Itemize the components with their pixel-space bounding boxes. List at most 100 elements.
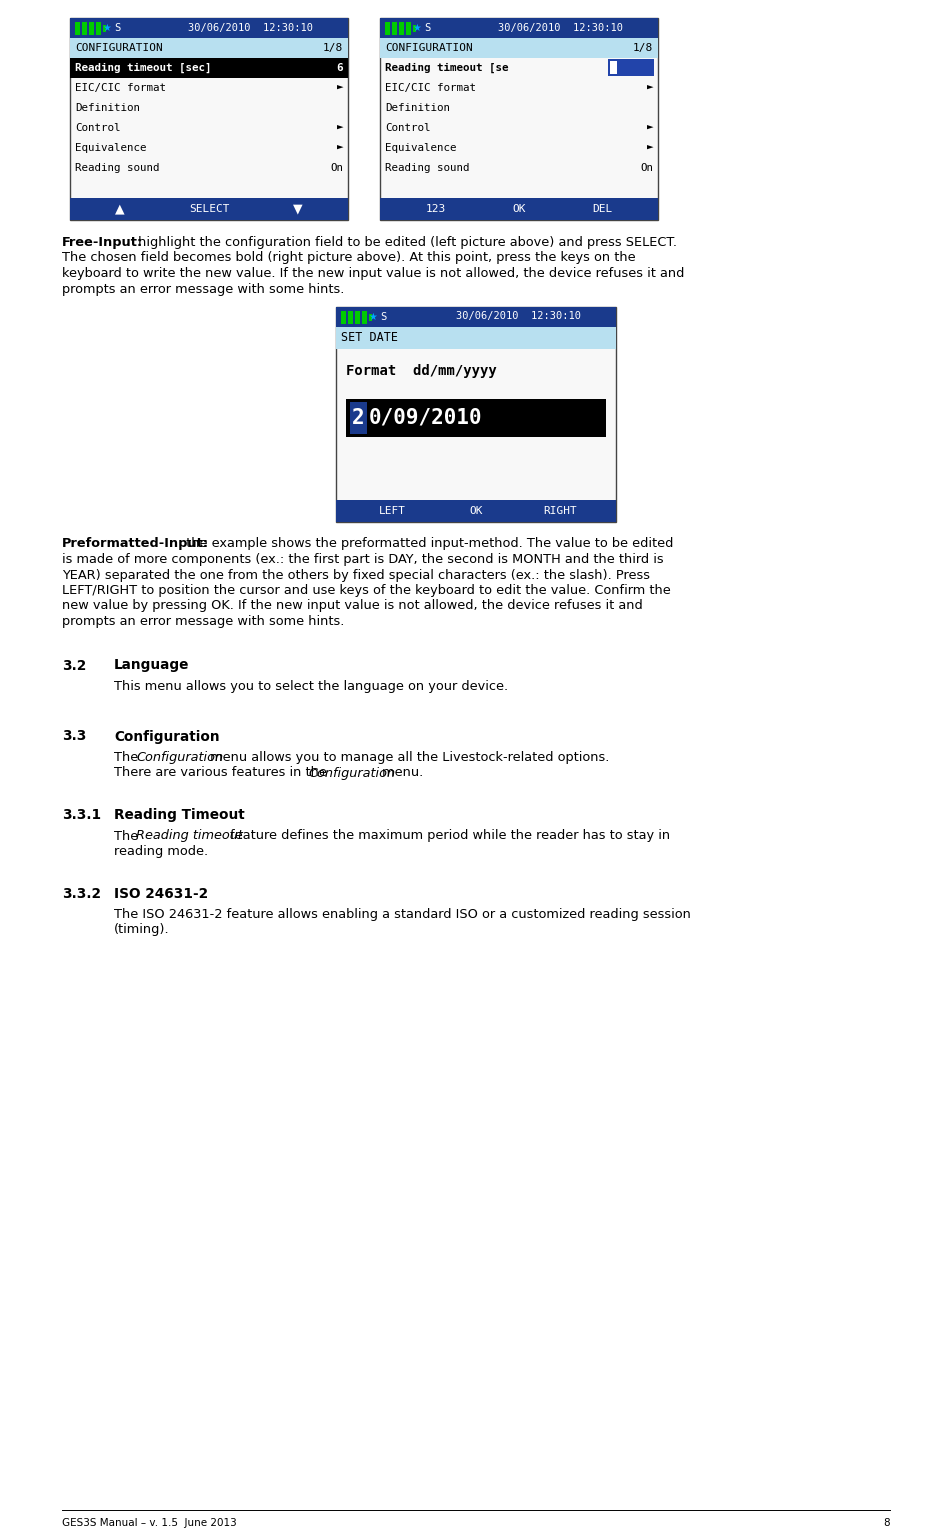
Bar <box>348 310 353 324</box>
Text: ▼: ▼ <box>293 202 303 216</box>
Bar <box>70 58 348 78</box>
Text: Control: Control <box>75 122 121 133</box>
Text: DEL: DEL <box>592 203 612 214</box>
Text: Reading Timeout: Reading Timeout <box>114 807 245 823</box>
Text: Equivalence: Equivalence <box>385 144 457 153</box>
Bar <box>385 21 390 35</box>
Text: 3.3.1: 3.3.1 <box>62 807 101 823</box>
Text: OK: OK <box>512 203 526 214</box>
Text: ★: ★ <box>103 23 111 34</box>
Text: 30/06/2010  12:30:10: 30/06/2010 12:30:10 <box>188 23 313 34</box>
Text: The ISO 24631-2 feature allows enabling a standard ISO or a customized reading s: The ISO 24631-2 feature allows enabling … <box>114 908 691 920</box>
Text: keyboard to write the new value. If the new input value is not allowed, the devi: keyboard to write the new value. If the … <box>62 268 684 280</box>
Text: EIC/CIC format: EIC/CIC format <box>75 83 166 93</box>
Text: prompts an error message with some hints.: prompts an error message with some hints… <box>62 615 345 628</box>
Bar <box>96 21 101 35</box>
Text: The: The <box>114 751 143 764</box>
Text: reading mode.: reading mode. <box>114 846 208 858</box>
Text: CONFIGURATION: CONFIGURATION <box>75 43 163 54</box>
Bar <box>341 310 346 324</box>
Bar <box>355 310 360 324</box>
Text: 2: 2 <box>352 408 365 428</box>
Bar <box>369 313 372 321</box>
Text: There are various features in the: There are various features in the <box>114 766 331 780</box>
Bar <box>75 21 80 35</box>
Bar <box>336 327 616 349</box>
Text: ★: ★ <box>368 312 377 321</box>
Text: On: On <box>640 164 653 173</box>
Bar <box>336 306 616 327</box>
Bar <box>610 61 617 73</box>
Bar <box>608 60 654 76</box>
Text: 123: 123 <box>426 203 446 214</box>
Text: YEAR) separated the one from the others by fixed special characters (ex.: the sl: YEAR) separated the one from the others … <box>62 569 650 581</box>
Text: is made of more components (ex.: the first part is DAY, the second is MONTH and : is made of more components (ex.: the fir… <box>62 553 664 566</box>
Text: Reading timeout [se: Reading timeout [se <box>385 63 508 73</box>
Text: Reading timeout [sec]: Reading timeout [sec] <box>75 63 211 73</box>
Text: The: The <box>114 830 143 842</box>
Text: ►: ► <box>646 122 653 133</box>
Bar <box>70 197 348 220</box>
Text: new value by pressing OK. If the new input value is not allowed, the device refu: new value by pressing OK. If the new inp… <box>62 599 643 613</box>
Text: ISO 24631-2: ISO 24631-2 <box>114 887 208 901</box>
Text: feature defines the maximum period while the reader has to stay in: feature defines the maximum period while… <box>226 830 670 842</box>
Text: Free-Input:: Free-Input: <box>62 235 143 249</box>
Text: Configuration: Configuration <box>308 766 395 780</box>
Text: menu.: menu. <box>378 766 424 780</box>
Text: The chosen field becomes bold (right picture above). At this point, press the ke: The chosen field becomes bold (right pic… <box>62 251 636 265</box>
Bar <box>399 21 404 35</box>
Bar <box>346 399 606 436</box>
Bar <box>380 38 658 58</box>
Bar <box>406 21 411 35</box>
Text: ►: ► <box>336 122 343 133</box>
Text: ►: ► <box>336 144 343 153</box>
Bar <box>70 18 348 38</box>
Text: LEFT: LEFT <box>379 506 406 515</box>
Text: Configuration: Configuration <box>136 751 223 764</box>
Text: Reading timeout: Reading timeout <box>136 830 243 842</box>
Text: 30/06/2010  12:30:10: 30/06/2010 12:30:10 <box>498 23 624 34</box>
Text: Language: Language <box>114 659 189 673</box>
Text: Definition: Definition <box>75 102 140 113</box>
Bar <box>70 38 348 58</box>
Text: highlight the configuration field to be edited (left picture above) and press SE: highlight the configuration field to be … <box>134 235 677 249</box>
Text: SELECT: SELECT <box>188 203 229 214</box>
Text: GES3S Manual – v. 1.5  June 2013: GES3S Manual – v. 1.5 June 2013 <box>62 1518 237 1527</box>
Text: Control: Control <box>385 122 430 133</box>
Text: This menu allows you to select the language on your device.: This menu allows you to select the langu… <box>114 680 508 693</box>
Bar <box>362 310 367 324</box>
Text: 0/09/2010: 0/09/2010 <box>369 408 483 428</box>
Bar <box>336 306 616 521</box>
Text: 30/06/2010  12:30:10: 30/06/2010 12:30:10 <box>455 312 581 321</box>
Text: menu allows you to manage all the Livestock-related options.: menu allows you to manage all the Livest… <box>206 751 609 764</box>
Text: RIGHT: RIGHT <box>544 506 577 515</box>
Text: the example shows the preformatted input-method. The value to be edited: the example shows the preformatted input… <box>182 538 673 550</box>
Text: ►: ► <box>336 83 343 93</box>
Text: S: S <box>424 23 430 34</box>
Text: ►: ► <box>646 83 653 93</box>
Bar <box>380 18 658 38</box>
Text: SET DATE: SET DATE <box>341 330 398 344</box>
Text: Reading sound: Reading sound <box>385 164 469 173</box>
Text: 3.3: 3.3 <box>62 729 87 743</box>
Text: EIC/CIC format: EIC/CIC format <box>385 83 476 93</box>
Text: Equivalence: Equivalence <box>75 144 147 153</box>
Bar <box>392 21 397 35</box>
Text: 8: 8 <box>883 1518 890 1527</box>
Text: ►: ► <box>646 144 653 153</box>
Bar <box>380 18 658 220</box>
Bar <box>103 24 106 32</box>
Text: ★: ★ <box>412 23 422 34</box>
Text: 1/8: 1/8 <box>633 43 653 54</box>
Bar <box>380 197 658 220</box>
Text: OK: OK <box>469 506 483 515</box>
Bar <box>413 24 416 32</box>
Bar <box>336 500 616 521</box>
Text: On: On <box>330 164 343 173</box>
Text: Preformatted-Input:: Preformatted-Input: <box>62 538 209 550</box>
Text: S: S <box>380 312 387 321</box>
Text: 3.3.2: 3.3.2 <box>62 887 101 901</box>
Bar <box>350 402 367 434</box>
Text: CONFIGURATION: CONFIGURATION <box>385 43 473 54</box>
Bar <box>89 21 94 35</box>
